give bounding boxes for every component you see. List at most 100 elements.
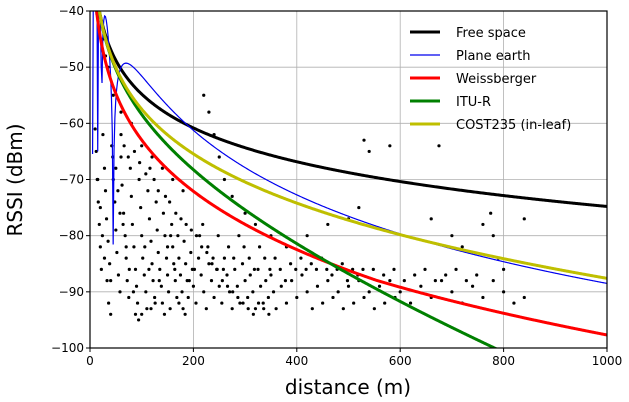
scatter-point [207,110,211,114]
scatter-point [408,301,413,305]
scatter-point [181,189,185,193]
y-tick-label: −100 [51,341,84,355]
scatter-point [160,166,164,170]
scatter-point [109,279,113,283]
scatter-point [108,262,112,266]
scatter-point [352,301,356,305]
scatter-point [357,205,361,210]
scatter-point [309,262,313,266]
scatter-point [144,172,148,176]
scatter-point [144,290,148,294]
scatter-point [145,307,149,311]
scatter-point [121,222,125,227]
scatter-point [102,256,107,260]
scatter-point [107,301,111,305]
scatter-point [177,256,181,260]
scatter-point [103,189,108,193]
legend-label-weissberger: Weissberger [456,72,537,87]
scatter-points [93,37,526,322]
scatter-point [142,273,146,277]
scatter-point [437,144,441,148]
x-tick-label: 0 [86,354,94,368]
scatter-point [248,273,252,277]
x-tick-label: 1000 [592,354,623,368]
scatter-point [222,256,227,260]
scatter-point [460,245,464,249]
scatter-point [177,301,181,305]
scatter-point [127,267,131,271]
scatter-point [326,222,330,227]
scatter-point [135,301,140,305]
scatter-point [147,217,152,221]
legend-label-itu_r: ITU-R [456,95,491,110]
scatter-point [115,250,119,255]
scatter-point [157,279,161,283]
scatter-point [163,234,167,238]
scatter-point [314,267,319,271]
scatter-point [246,307,250,311]
scatter-point [232,256,236,260]
scatter-point [259,284,263,288]
scatter-point [261,301,265,305]
scatter-point [217,155,221,159]
scatter-point [132,245,136,249]
scatter-point [116,273,121,277]
scatter-point [153,295,157,300]
scatter-point [178,273,183,277]
scatter-point [215,267,219,271]
scatter-point [371,267,375,271]
scatter-point [172,262,176,266]
ticks: 0 200 400 600 800 1000 −100 −90 −80 −70 −60 −50 −40 [51,4,622,368]
scatter-point [470,284,475,288]
scatter-point [305,234,309,238]
scatter-point [383,301,387,305]
scatter-point [130,222,134,227]
scatter-point [243,211,247,215]
scatter-point [161,211,166,215]
scatter-point [450,290,454,294]
scatter-point [237,234,241,238]
scatter-point [199,273,203,277]
scatter-point [184,222,188,227]
scatter-point [97,222,101,227]
scatter-point [336,290,340,294]
scatter-point [288,262,293,266]
scatter-point [98,205,102,210]
scatter-point [129,194,133,198]
scatter-point [114,228,118,232]
scatter-point [165,245,170,249]
scatter-point [104,217,109,221]
scatter-point [191,284,195,288]
scatter-point [522,217,526,221]
y-tick-label: −40 [59,4,84,18]
scatter-point [153,301,157,305]
legend-label-free_space: Free space [456,26,526,41]
scatter-point [444,273,448,277]
series-line-itu_r [97,11,499,348]
scatter-point [212,295,216,300]
scatter-point [279,284,283,288]
scatter-point [225,273,229,277]
scatter-point [398,290,402,294]
scatter-point [124,256,128,260]
scatter-point [143,245,147,249]
y-tick-label: −90 [59,285,84,299]
scatter-point [481,295,485,300]
scatter-point [159,284,163,288]
scatter-point [180,290,184,294]
scatter-point [155,228,159,232]
scatter-point [139,205,143,210]
scatter-point [502,267,506,271]
scatter-point [136,318,141,322]
x-tick-label: 200 [182,354,205,368]
series-line-plane_earth [91,11,607,284]
scatter-point [283,279,288,283]
scatter-point [200,245,204,249]
scatter-point [147,267,151,271]
scatter-point [173,267,177,271]
scatter-point [268,267,272,271]
scatter-point [171,177,175,182]
series-line-weissberger [95,11,607,337]
scatter-point [189,228,193,232]
scatter-point [186,295,190,300]
